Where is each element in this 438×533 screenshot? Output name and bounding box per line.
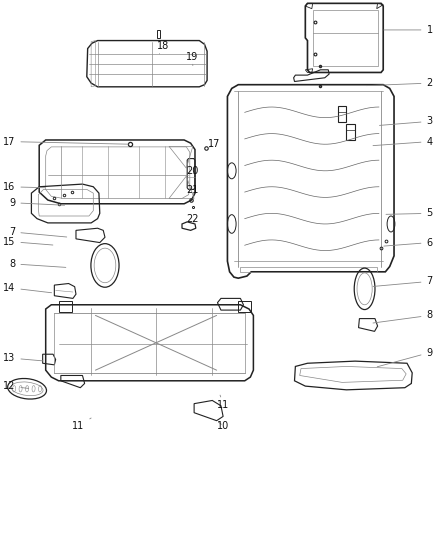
Text: 20: 20 xyxy=(186,166,198,176)
Text: 15: 15 xyxy=(3,237,53,247)
Text: 14: 14 xyxy=(3,283,52,293)
Text: 12: 12 xyxy=(3,381,28,391)
Text: 3: 3 xyxy=(379,116,433,126)
Text: 13: 13 xyxy=(3,353,43,363)
Text: 17: 17 xyxy=(208,139,220,149)
Text: 11: 11 xyxy=(72,418,91,431)
Text: 1: 1 xyxy=(384,25,433,35)
Text: 5: 5 xyxy=(386,208,433,219)
Text: 8: 8 xyxy=(9,259,66,269)
Text: 9: 9 xyxy=(377,348,433,367)
Text: 8: 8 xyxy=(373,310,433,323)
Text: 2: 2 xyxy=(367,78,433,88)
Text: 4: 4 xyxy=(373,136,433,147)
Text: 7: 7 xyxy=(9,227,67,237)
Text: 22: 22 xyxy=(186,214,198,224)
Text: 16: 16 xyxy=(3,182,45,192)
Text: 11: 11 xyxy=(217,395,230,410)
Text: 19: 19 xyxy=(186,52,198,66)
Text: 6: 6 xyxy=(384,238,433,247)
Text: 9: 9 xyxy=(9,198,64,208)
Text: 7: 7 xyxy=(373,277,433,286)
Text: 17: 17 xyxy=(3,136,128,147)
Text: 10: 10 xyxy=(217,421,230,431)
Text: 21: 21 xyxy=(186,185,198,196)
Text: 18: 18 xyxy=(157,41,169,54)
